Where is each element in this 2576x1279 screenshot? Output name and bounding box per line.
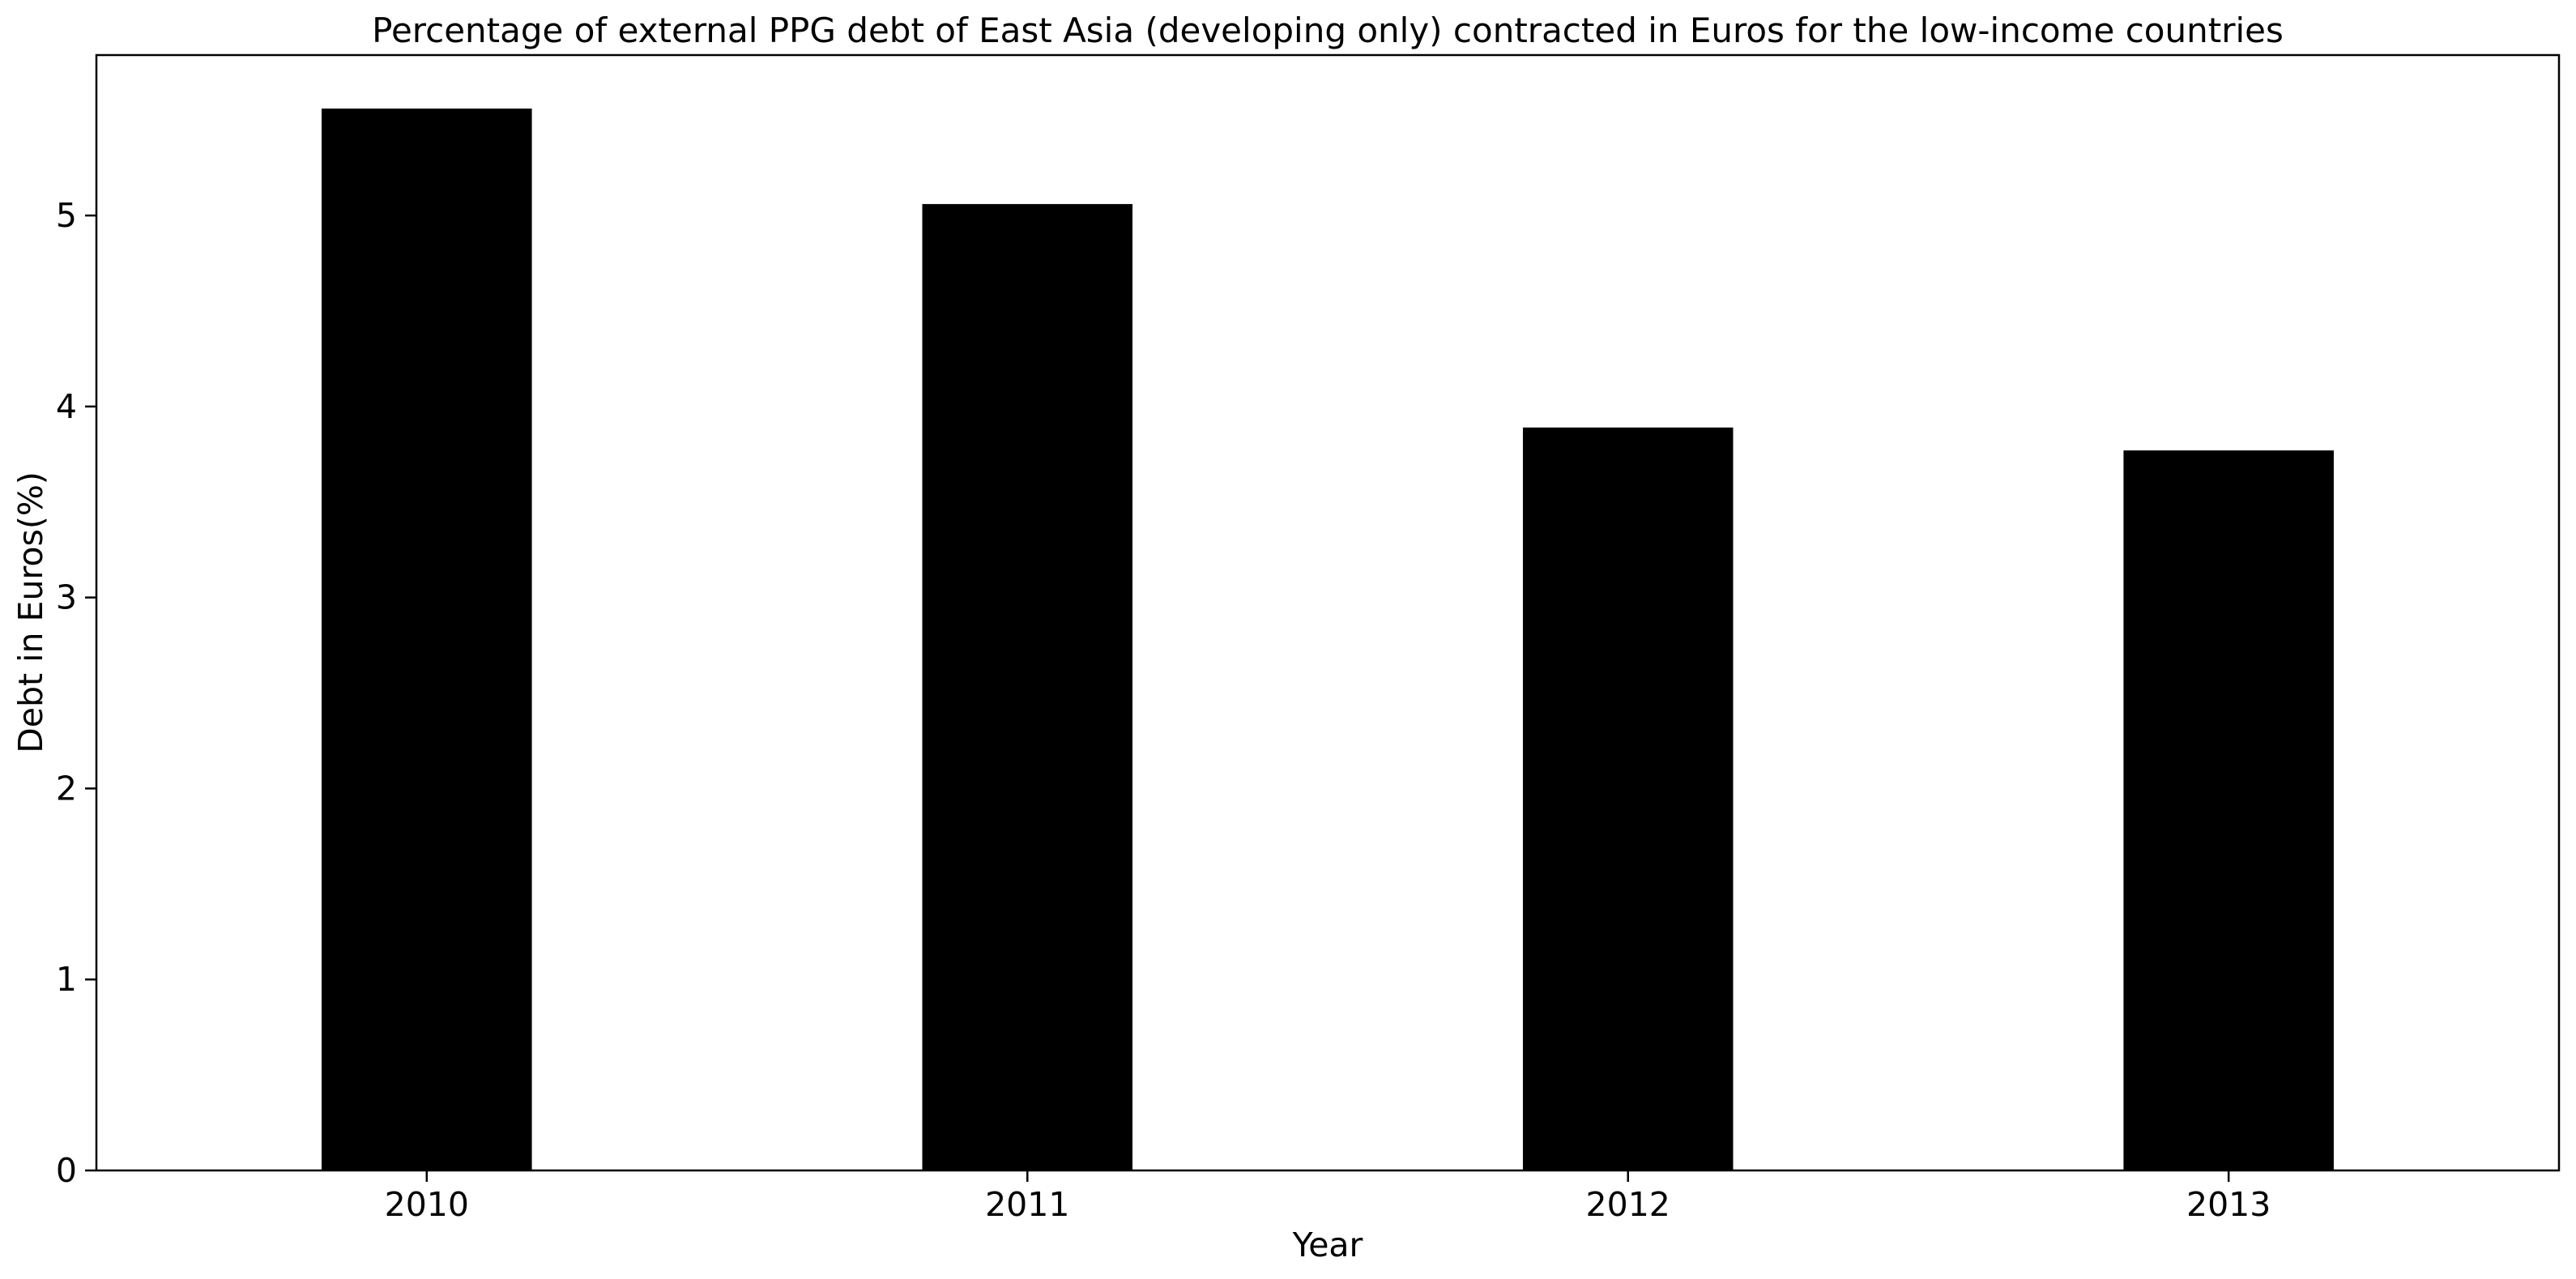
bar-2010	[322, 109, 532, 1171]
y-tick-label: 1	[56, 960, 77, 999]
y-tick-label: 3	[56, 578, 77, 617]
bar-2011	[922, 203, 1133, 1170]
y-axis: 0 1 2 3 4 5	[56, 196, 96, 1190]
y-tick-label: 2	[56, 769, 77, 808]
x-tick-label: 2013	[2186, 1185, 2271, 1224]
y-tick-label: 5	[56, 196, 77, 235]
plot-frame	[95, 53, 2561, 1172]
bars-group	[322, 109, 2334, 1171]
bar-2012	[1522, 427, 1734, 1170]
x-axis-label: Year	[1292, 1226, 1363, 1264]
bar-2013	[2123, 450, 2334, 1170]
y-axis-label: Debt in Euros(%)	[11, 471, 50, 753]
chart-title: Percentage of external PPG debt of East …	[372, 11, 2284, 50]
y-tick-label: 4	[56, 387, 77, 426]
x-axis: 2010 2011 2012 2013	[385, 1170, 2271, 1224]
x-tick-label: 2011	[985, 1185, 1069, 1224]
x-tick-label: 2010	[385, 1185, 469, 1224]
y-tick-label: 0	[56, 1151, 77, 1190]
x-tick-label: 2012	[1586, 1185, 1670, 1224]
